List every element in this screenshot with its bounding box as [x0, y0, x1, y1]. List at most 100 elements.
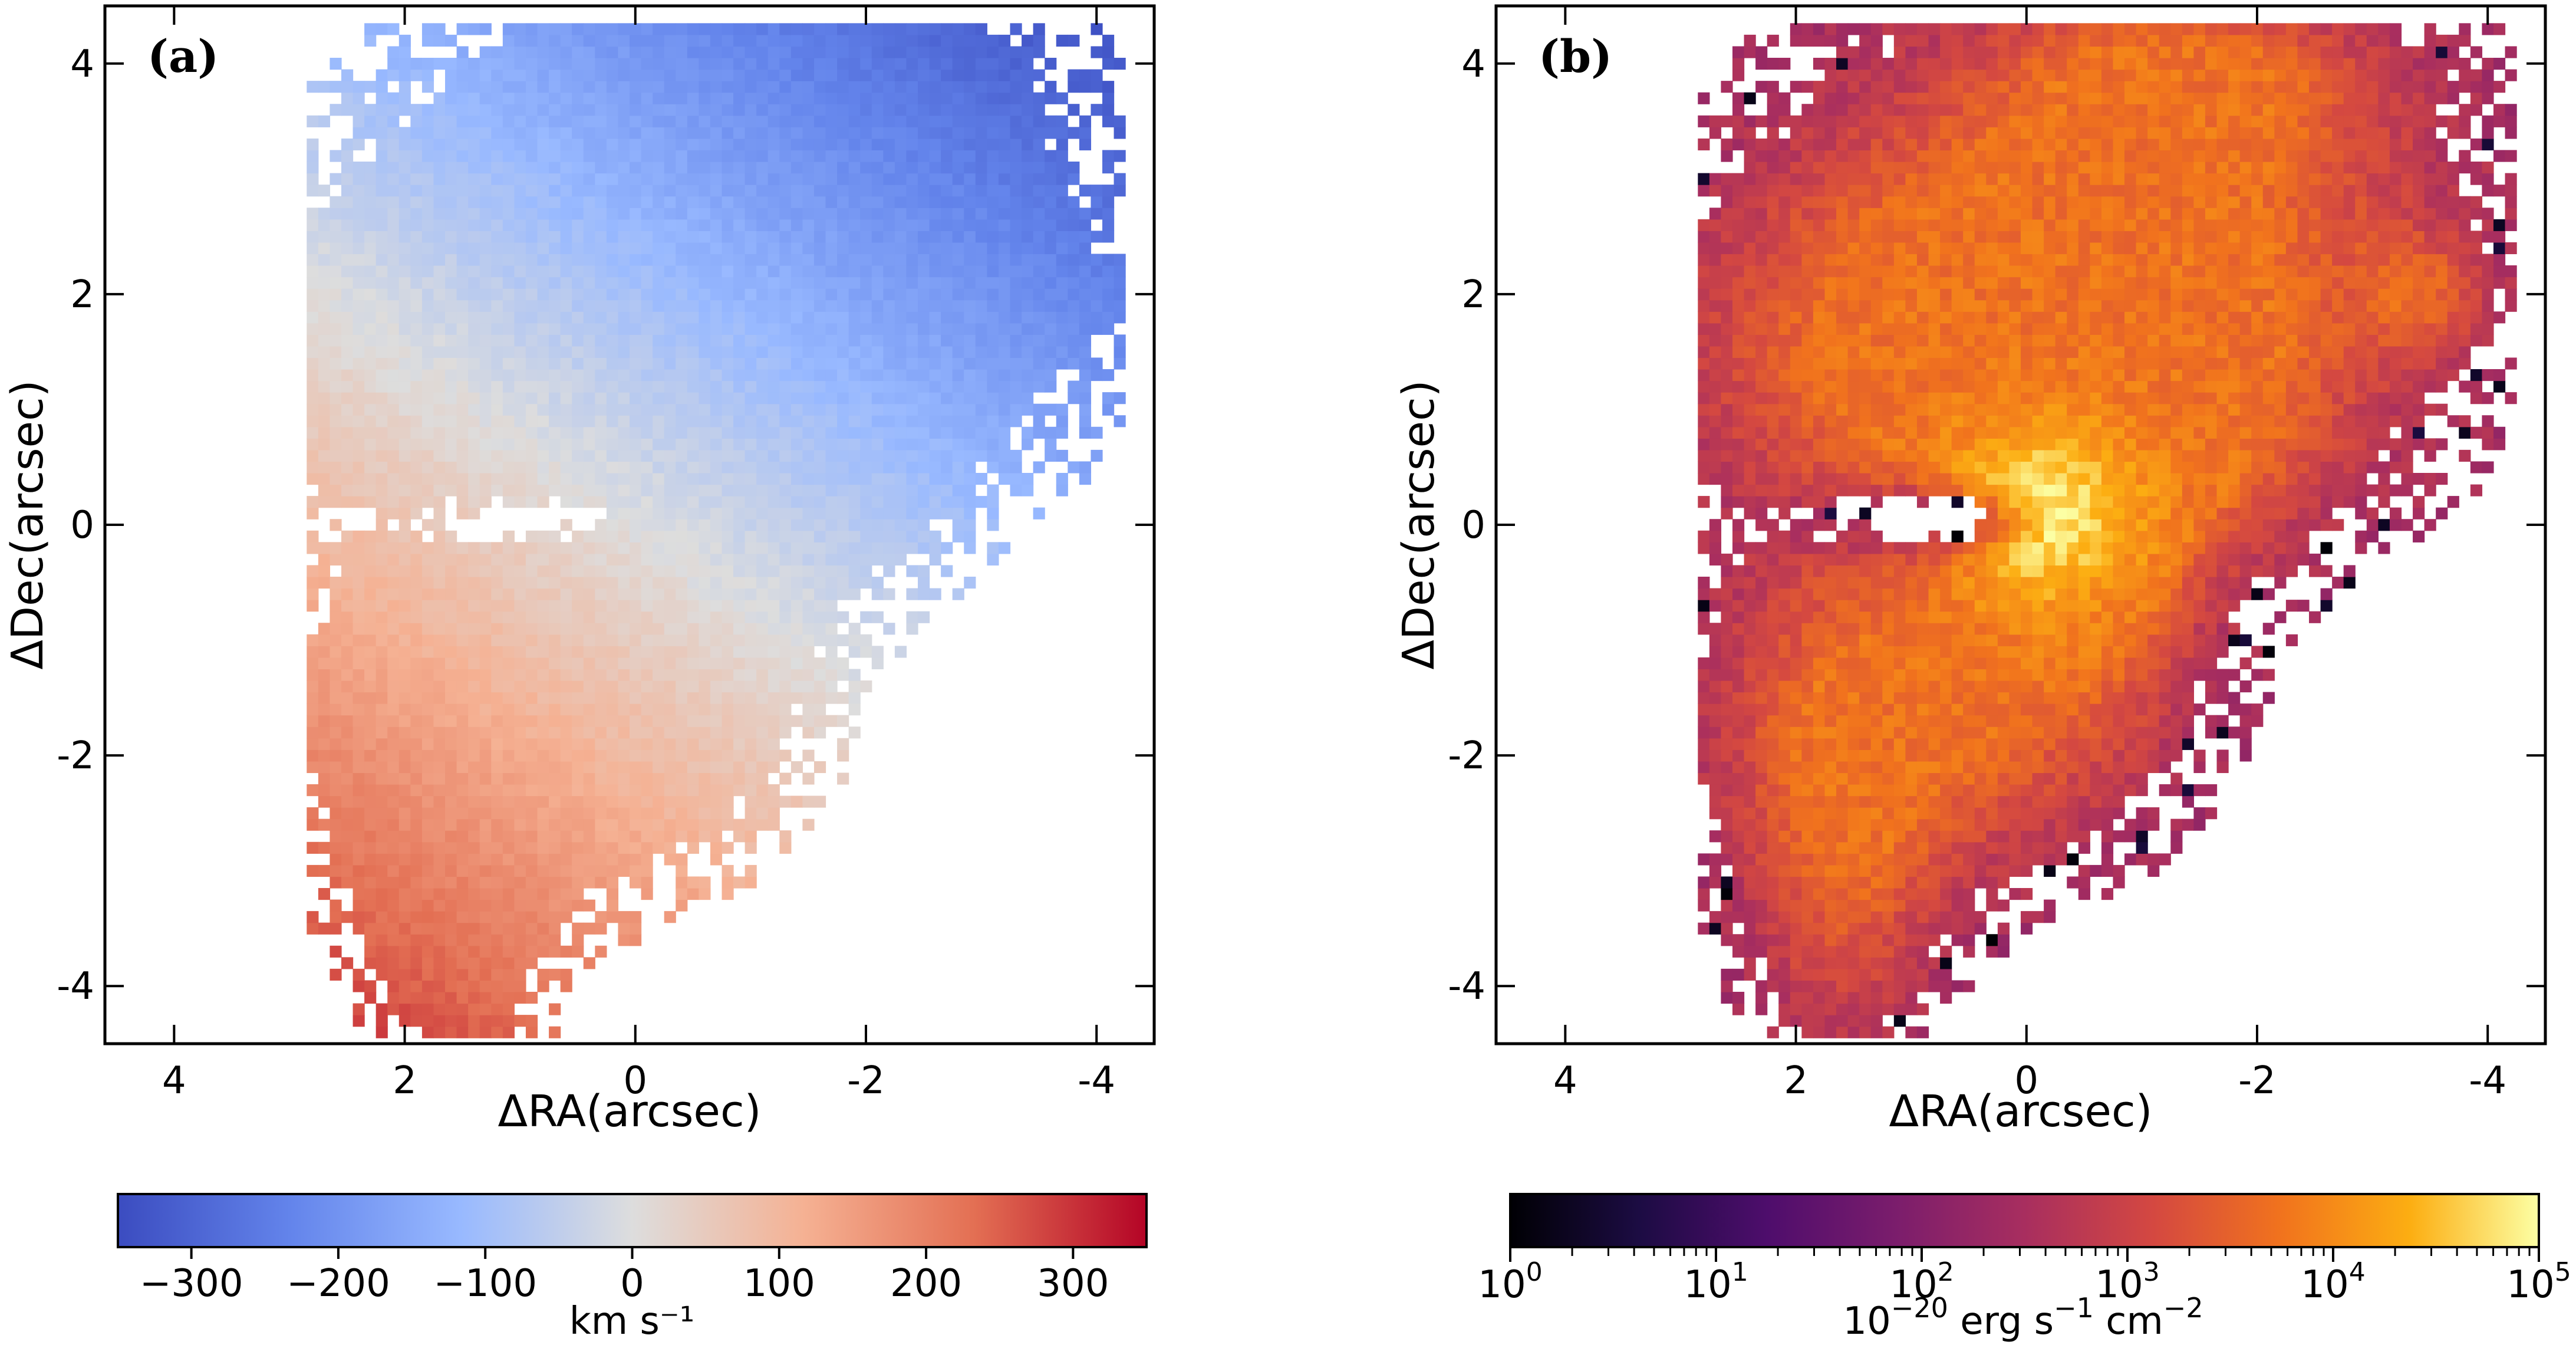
spaxel — [549, 542, 561, 554]
spaxel — [1045, 311, 1057, 324]
spaxel — [630, 818, 642, 831]
spaxel — [353, 761, 365, 774]
spaxel — [410, 553, 423, 566]
spaxel — [1102, 92, 1115, 104]
spaxel — [998, 323, 1011, 335]
spaxel — [813, 92, 826, 104]
spaxel — [1698, 888, 1710, 900]
spaxel — [1859, 899, 1872, 912]
spaxel — [410, 968, 423, 981]
spaxel — [479, 922, 492, 935]
spaxel — [1045, 58, 1057, 70]
spaxel — [848, 634, 861, 646]
spaxel — [583, 380, 595, 393]
spaxel — [894, 92, 907, 104]
spaxel — [1882, 934, 1895, 946]
spaxel — [572, 426, 584, 439]
spaxel — [848, 623, 861, 635]
spaxel — [1079, 288, 1092, 301]
spaxel — [479, 23, 492, 35]
spaxel — [618, 81, 630, 93]
spaxel — [699, 346, 711, 359]
spaxel — [456, 611, 469, 623]
spaxel — [375, 496, 388, 508]
spaxel — [1882, 957, 1895, 969]
spaxel — [525, 611, 538, 623]
spaxel — [549, 473, 561, 485]
spaxel — [375, 449, 388, 462]
spaxel — [502, 980, 515, 992]
spaxel — [479, 150, 492, 162]
spaxel — [387, 392, 400, 405]
spaxel — [987, 300, 999, 312]
spaxel — [687, 703, 699, 716]
spaxel — [375, 1026, 388, 1038]
spaxel — [1940, 853, 1952, 866]
spaxel — [1022, 438, 1034, 450]
spaxel — [514, 288, 526, 301]
spaxel — [802, 300, 815, 312]
spaxel — [525, 115, 538, 127]
spaxel — [837, 357, 849, 370]
spaxel — [653, 426, 665, 439]
spaxel — [1079, 69, 1092, 81]
spaxel — [353, 1015, 365, 1027]
spaxel — [549, 185, 561, 197]
spaxel — [560, 738, 572, 750]
spaxel — [502, 864, 515, 877]
spaxel — [618, 507, 630, 519]
spaxel — [2021, 841, 2033, 854]
spaxel — [502, 254, 515, 266]
spaxel — [595, 864, 607, 877]
spaxel — [514, 34, 526, 47]
spaxel — [502, 888, 515, 900]
spaxel — [537, 738, 549, 750]
spaxel — [779, 219, 792, 231]
spaxel — [502, 150, 515, 162]
spaxel — [848, 265, 861, 278]
spaxel — [375, 242, 388, 255]
spaxel — [572, 162, 584, 174]
spaxel — [525, 403, 538, 416]
spaxel — [456, 864, 469, 877]
spaxel — [491, 46, 503, 58]
spaxel — [491, 542, 503, 554]
spaxel — [1079, 115, 1092, 127]
spaxel — [468, 277, 480, 289]
spaxel — [825, 162, 838, 174]
spaxel — [860, 46, 872, 58]
spaxel — [560, 185, 572, 197]
spaxel — [502, 346, 515, 359]
spaxel — [364, 634, 377, 646]
spaxel — [1045, 173, 1057, 185]
spaxel — [537, 646, 549, 658]
spaxel — [572, 542, 584, 554]
spaxel — [929, 254, 941, 266]
spaxel — [2147, 864, 2160, 877]
spaxel — [641, 426, 653, 439]
spaxel — [583, 127, 595, 139]
spaxel — [606, 162, 619, 174]
spaxel — [1022, 265, 1034, 278]
spaxel — [710, 542, 723, 554]
spaxel — [421, 311, 434, 324]
spaxel — [767, 669, 780, 681]
spaxel — [653, 519, 665, 531]
spaxel — [583, 311, 595, 324]
spaxel — [664, 841, 676, 854]
spaxel — [514, 726, 526, 739]
spaxel — [433, 23, 446, 35]
spaxel — [1102, 185, 1115, 197]
spaxel — [583, 150, 595, 162]
spaxel — [318, 864, 331, 877]
spaxel — [525, 703, 538, 716]
spaxel — [918, 507, 930, 519]
spaxel — [1893, 830, 1906, 843]
spaxel — [468, 104, 480, 116]
spaxel — [445, 945, 457, 958]
spaxel — [813, 680, 826, 693]
spaxel — [514, 484, 526, 496]
spaxel — [941, 196, 953, 208]
spaxel — [952, 530, 964, 542]
spaxel — [421, 646, 434, 658]
